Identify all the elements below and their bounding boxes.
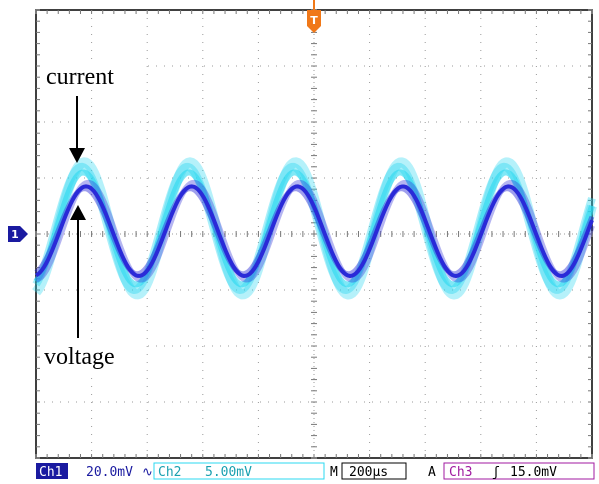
channel-1-marker: 1 [8, 226, 28, 242]
trigger-box [443, 462, 595, 480]
timebase-value: 200µs [349, 465, 388, 480]
series-voltage [34, 179, 595, 283]
series-voltage-trace [34, 184, 594, 278]
channel-1-marker-label: 1 [11, 228, 19, 241]
ch1-scale: 20.0mV [86, 465, 133, 480]
ch2-box [153, 462, 325, 480]
ch2-scale: 5.00mV [205, 465, 252, 480]
status-bar: Ch1 20.0mV ∿ Ch2 5.00mV M 200µs A Ch3 ʃ … [0, 461, 599, 484]
timebase-box [341, 462, 407, 480]
ch2-label: Ch2 [158, 465, 181, 480]
annotation-current: current [42, 60, 142, 163]
trigger-marker-label: T [310, 14, 318, 27]
ch1-coupling-icon: ∿ [142, 465, 153, 480]
trigger-slope-icon: ʃ [492, 465, 500, 480]
annotation-voltage-label: voltage [44, 344, 115, 370]
timebase-label: M [330, 465, 338, 480]
ch1-label: Ch1 [39, 465, 62, 480]
ch1-badge [36, 463, 68, 479]
annotation-current-label: current [46, 64, 114, 90]
trigger-level: 15.0mV [510, 465, 557, 480]
trigger-source: Ch3 [449, 465, 472, 480]
trigger-marker: T [307, 0, 321, 33]
trigger-mode: A [428, 465, 436, 480]
annotation-voltage: voltage [42, 205, 142, 374]
waveforms [32, 157, 597, 300]
